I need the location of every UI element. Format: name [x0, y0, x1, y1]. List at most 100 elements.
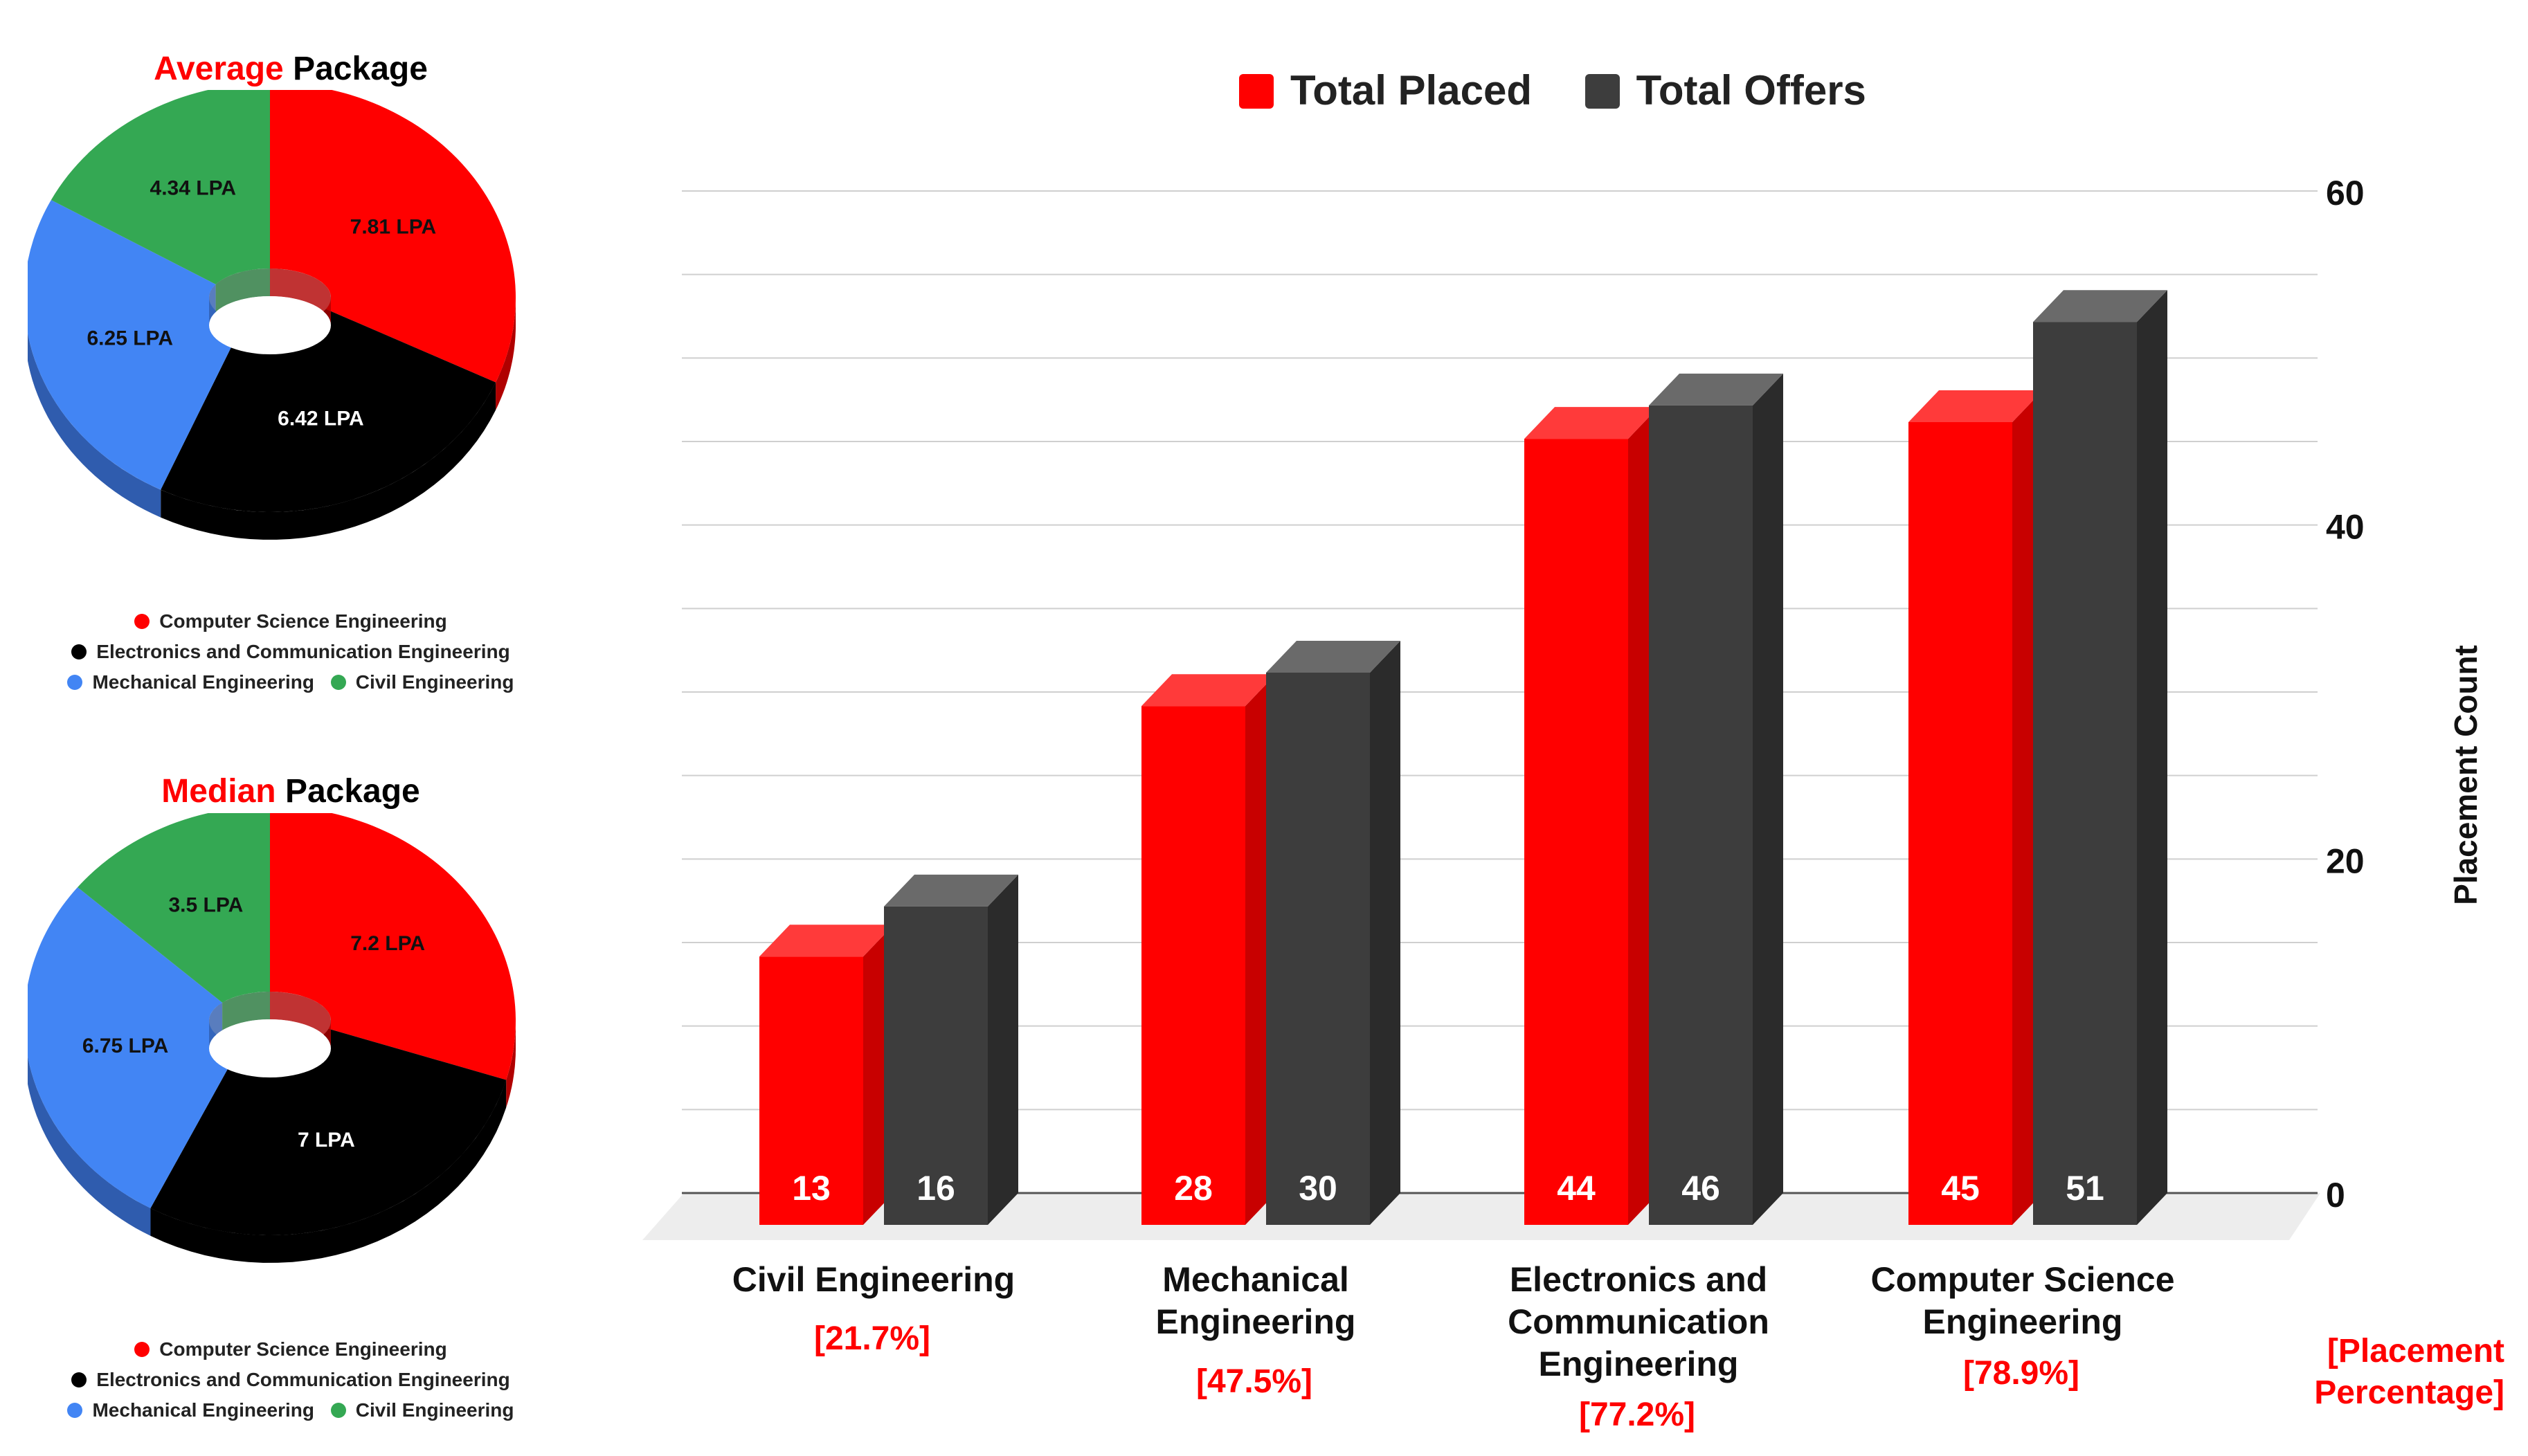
median-pie-slice-label-1: 7 LPA — [298, 1129, 355, 1152]
bar-side — [2137, 290, 2167, 1226]
black-dot-icon — [71, 644, 87, 659]
red-dot-icon — [134, 614, 150, 629]
median-pie-slice-side — [150, 1080, 507, 1263]
legend-item-ece: Electronics and Communication Engineerin… — [71, 637, 510, 667]
legend-item-ece: Electronics and Communication Engineerin… — [71, 1365, 510, 1395]
bar-top — [1649, 373, 1783, 406]
bar-value-label: 28 — [1174, 1169, 1213, 1208]
median-pie-legend: Computer Science Engineering Electronics… — [7, 1334, 575, 1426]
dark-square-icon — [1584, 74, 1620, 109]
category-label: Electronics and — [1510, 1260, 1767, 1299]
bar-value-label: 16 — [917, 1169, 955, 1208]
average-pie-slice-label-2: 6.25 LPA — [87, 327, 173, 349]
placement-percentage-label: [78.9%] — [1963, 1355, 2079, 1392]
median-title-rest: Package — [285, 773, 420, 810]
category-label: Engineering — [1539, 1345, 1739, 1383]
bar-total-offers — [1649, 405, 1753, 1225]
bar-total-placed — [1141, 706, 1245, 1225]
average-pie-hole-wall — [215, 269, 270, 312]
green-dot-icon — [330, 1403, 346, 1418]
category-label: Civil Engineering — [732, 1260, 1015, 1299]
blue-dot-icon — [67, 675, 83, 690]
bar-value-label: 45 — [1941, 1169, 1980, 1208]
bar-chart-legend: Total Placed Total Offers — [1239, 66, 1908, 114]
average-pie-hole — [209, 296, 331, 354]
bar-value-label: 51 — [2066, 1169, 2104, 1208]
median-pie-hole — [209, 1019, 331, 1077]
median-pie-slice-0 — [270, 813, 516, 1080]
median-pie-hole-wall — [270, 992, 331, 1048]
median-pie-slice-label-3: 3.5 LPA — [169, 893, 244, 916]
legend-item-me: Mechanical Engineering — [67, 667, 314, 698]
legend-item-ce: Civil Engineering — [330, 667, 514, 698]
legend-total-offers: Total Offers — [1584, 66, 1866, 114]
bar-top — [884, 874, 1018, 907]
average-pie-slice-3 — [51, 90, 270, 284]
bar-value-label: 44 — [1557, 1169, 1596, 1208]
median-pie-slice-side — [506, 1021, 516, 1108]
legend-total-placed: Total Placed — [1239, 66, 1532, 114]
black-dot-icon — [71, 1372, 87, 1387]
bar-value-label: 13 — [792, 1169, 831, 1208]
bar-side — [988, 874, 1018, 1225]
median-pie-slice-label-0: 7.2 LPA — [350, 932, 425, 955]
median-pie-slice-side — [28, 1056, 151, 1236]
average-pie-legend: Computer Science Engineering Electronics… — [7, 606, 575, 698]
red-square-icon — [1239, 74, 1274, 109]
category-label: Computer Science — [1870, 1260, 2174, 1299]
average-package-pie: 7.81 LPA 6.42 LPA 6.25 LPA 4.34 LPA — [28, 90, 516, 540]
average-pie-slice-side — [161, 382, 496, 540]
bar-total-offers — [2033, 322, 2137, 1226]
y-axis-label: Placement Count — [2448, 645, 2484, 905]
median-pie-slice-label-2: 6.75 LPA — [82, 1035, 169, 1057]
category-label: Mechanical — [1162, 1260, 1349, 1299]
bar-total-placed — [759, 956, 863, 1225]
bar-total-offers — [884, 906, 988, 1225]
bar-side — [1370, 641, 1400, 1225]
average-pie-slice-2 — [28, 200, 243, 490]
green-dot-icon — [330, 675, 346, 690]
average-pie-slice-label-3: 4.34 LPA — [150, 176, 237, 199]
category-label: Engineering — [1923, 1302, 2123, 1341]
placement-percentage-caption: Percentage] — [2314, 1374, 2504, 1411]
placement-percentage-label: [21.7%] — [814, 1320, 930, 1357]
average-pie-slice-1 — [161, 309, 496, 512]
average-title-rest: Package — [293, 51, 428, 87]
bar-top — [1141, 674, 1276, 707]
category-label: Engineering — [1156, 1302, 1356, 1341]
bar-total-placed — [1908, 422, 2012, 1225]
bar-side — [1753, 373, 1783, 1225]
median-pie-hole-wall — [209, 1002, 223, 1048]
y-tick-label: 40 — [2326, 508, 2365, 547]
bar-top — [1524, 407, 1659, 439]
red-dot-icon — [134, 1342, 150, 1357]
median-package-title: Median Package — [7, 772, 575, 810]
bar-top — [1266, 641, 1400, 673]
bar-total-placed — [1524, 439, 1628, 1226]
average-title-highlight: Average — [154, 51, 284, 87]
y-tick-label: 20 — [2326, 841, 2365, 880]
average-pie-slice-label-0: 7.81 LPA — [350, 216, 437, 239]
bar-top — [2033, 290, 2167, 322]
average-package-title: Average Package — [7, 50, 575, 88]
placement-percentage-label: [47.5%] — [1196, 1363, 1312, 1400]
median-package-pie: 7.2 LPA 7 LPA 6.75 LPA 3.5 LPA — [28, 813, 516, 1263]
average-pie-slice-label-1: 6.42 LPA — [278, 408, 364, 430]
legend-item-me: Mechanical Engineering — [67, 1395, 314, 1426]
bar-total-offers — [1266, 673, 1370, 1225]
median-pie-hole-wall — [222, 992, 270, 1030]
median-pie-slice-3 — [78, 813, 270, 1003]
category-label: Communication — [1508, 1302, 1769, 1341]
y-tick-label: 60 — [2326, 174, 2365, 212]
legend-item-ce: Civil Engineering — [330, 1395, 514, 1426]
average-pie-slice-side — [28, 333, 161, 518]
blue-dot-icon — [67, 1403, 83, 1418]
average-pie-hole-wall — [270, 269, 331, 325]
bar-value-label: 30 — [1299, 1169, 1337, 1208]
median-pie-slice-1 — [150, 1028, 507, 1235]
bar-value-label: 46 — [1681, 1169, 1720, 1208]
median-pie-slice-2 — [28, 887, 241, 1208]
average-pie-hole-wall — [209, 284, 216, 325]
bar-top — [1908, 390, 2043, 422]
